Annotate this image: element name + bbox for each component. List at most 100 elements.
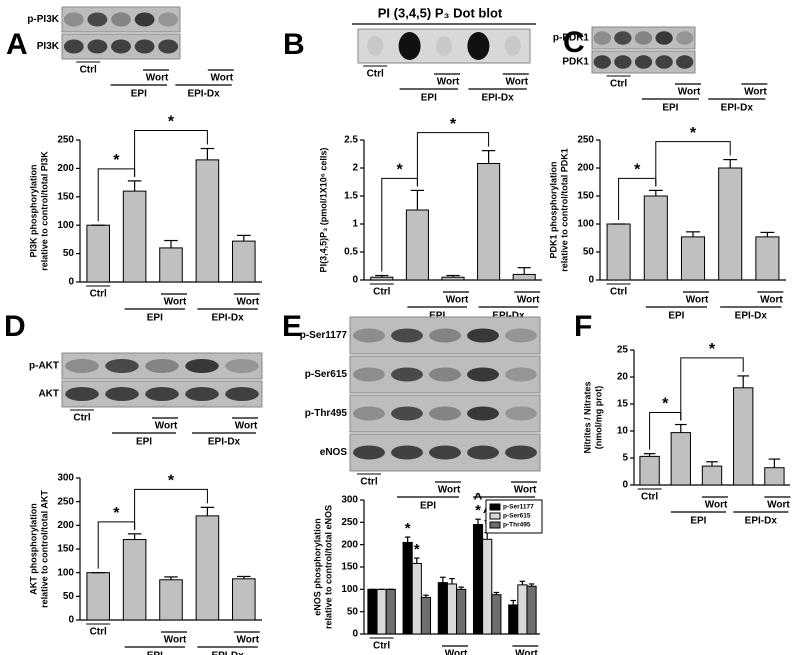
- x-tick-label: Wort: [515, 649, 538, 655]
- bar: [456, 588, 467, 635]
- y-tick-label: 0: [352, 629, 358, 640]
- legend-label: p-Ser615: [503, 513, 531, 520]
- blot-band: [145, 387, 179, 401]
- bar: [122, 539, 147, 621]
- bar: [670, 432, 691, 486]
- group-label: EPI: [147, 651, 163, 655]
- blot-band: [63, 12, 84, 27]
- x-tick-label: Wort: [767, 500, 790, 511]
- y-tick-label: 200: [341, 539, 358, 550]
- bar: [402, 541, 413, 635]
- group-label: EPI-Dx: [208, 437, 241, 448]
- significance-mark: *: [690, 125, 697, 142]
- bar: [680, 236, 706, 281]
- y-tick-label: 0: [352, 275, 358, 286]
- significance-mark: *: [709, 341, 716, 358]
- panel-letter: A: [6, 28, 28, 61]
- y-tick-label: 150: [57, 544, 74, 555]
- blot-band: [676, 31, 694, 45]
- blot-band: [134, 12, 155, 27]
- blot-band: [467, 445, 499, 460]
- bar: [764, 467, 785, 486]
- y-tick-label: 5: [622, 453, 628, 464]
- significance-mark: *: [113, 152, 120, 169]
- blot-band: [429, 367, 461, 382]
- bar: [643, 195, 668, 281]
- blot-band: [391, 367, 423, 382]
- significance-mark: *: [396, 162, 403, 179]
- y-tick-label: 250: [57, 496, 74, 507]
- group-label: EPI: [690, 516, 706, 527]
- bar: [526, 585, 537, 635]
- blot-dot: [467, 32, 490, 60]
- panel-letter: B: [283, 28, 305, 61]
- y-tick-label: 300: [341, 495, 358, 506]
- bar: [411, 562, 422, 635]
- bar: [733, 387, 754, 486]
- y-axis-label: AKT phosphorylation: [28, 503, 38, 595]
- significance-mark: *: [662, 396, 669, 413]
- x-tick-label: Wort: [146, 73, 169, 84]
- significance-mark: *: [414, 541, 420, 558]
- blot-band: [353, 328, 385, 343]
- bar: [232, 240, 256, 283]
- x-tick-label: Wort: [237, 635, 260, 646]
- bar: [446, 583, 458, 635]
- blot-band: [225, 359, 259, 373]
- blot-band: [655, 55, 673, 69]
- legend-swatch: [489, 512, 501, 520]
- x-tick-label: Wort: [705, 500, 728, 511]
- significance-mark: *: [168, 473, 175, 490]
- y-axis-label: PI(3,4,5)P₃ (pmol/1X10⁶ cells): [318, 148, 328, 273]
- y-tick-label: 2.5: [344, 135, 358, 146]
- y-tick-label: 100: [57, 220, 74, 231]
- x-tick-label: Ctrl: [610, 287, 627, 298]
- group-label: EPI-Dx: [735, 311, 768, 322]
- legend-label: p-Ser1177: [503, 504, 534, 511]
- x-tick-label: Wort: [211, 73, 234, 84]
- y-tick-label: 50: [347, 606, 359, 617]
- blot-band: [505, 328, 537, 343]
- y-axis-label: relative to control/total PI3K: [39, 151, 49, 271]
- group-label: EPI: [136, 437, 152, 448]
- significance-bracket: [655, 141, 731, 187]
- y-tick-label: 100: [341, 584, 358, 595]
- y-tick-label: 250: [577, 135, 594, 146]
- blot-band: [145, 359, 179, 373]
- x-tick-label: Ctrl: [80, 65, 97, 76]
- y-tick-label: 150: [577, 191, 594, 202]
- y-tick-label: 100: [57, 567, 74, 578]
- x-tick-label: Ctrl: [73, 413, 90, 424]
- significance-mark: ^: [474, 490, 483, 507]
- blot-band: [429, 445, 461, 460]
- blot-band: [391, 328, 423, 343]
- bar: [491, 594, 502, 635]
- blot-dot: [398, 32, 421, 60]
- x-tick-label: Wort: [445, 649, 468, 655]
- y-tick-label: 250: [57, 135, 74, 146]
- bar: [437, 582, 448, 635]
- y-axis-label: relative to control/total AKT: [39, 490, 49, 608]
- y-tick-label: 1: [352, 219, 358, 230]
- group-label: EPI-Dx: [481, 93, 514, 104]
- blot-dot: [504, 36, 521, 56]
- y-tick-label: 2: [352, 163, 358, 174]
- blot-band: [65, 387, 99, 401]
- bar: [701, 465, 723, 486]
- blot-band: [467, 406, 499, 421]
- y-tick-label: 300: [57, 473, 74, 484]
- blot-dot: [367, 36, 384, 56]
- y-tick-label: 150: [57, 191, 74, 202]
- group-label: EPI: [421, 93, 437, 104]
- y-tick-label: 50: [63, 248, 75, 259]
- legend-swatch: [489, 521, 501, 529]
- y-tick-label: 100: [577, 219, 594, 230]
- blot-band: [505, 406, 537, 421]
- x-tick-label: Wort: [514, 485, 537, 496]
- bar: [441, 276, 465, 281]
- significance-mark: *: [475, 502, 481, 519]
- blot-label: p-AKT: [29, 361, 59, 372]
- group-label: EPI: [662, 103, 678, 114]
- bar: [755, 236, 780, 281]
- x-tick-label: Wort: [686, 295, 709, 306]
